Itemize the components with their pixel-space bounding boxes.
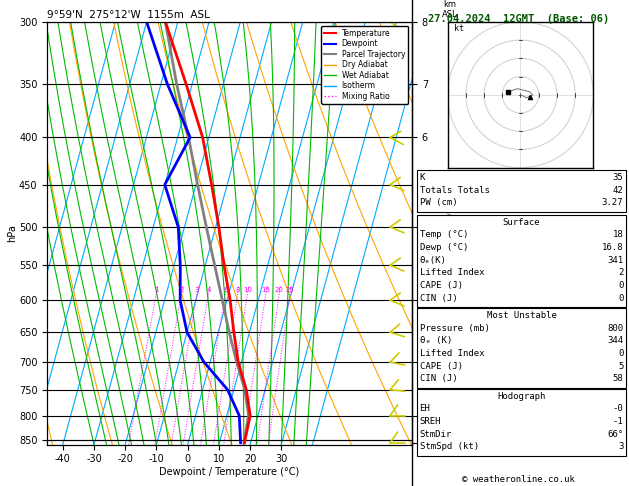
Text: Temp (°C): Temp (°C) — [420, 230, 468, 240]
Text: 42: 42 — [613, 186, 623, 195]
Text: CIN (J): CIN (J) — [420, 374, 457, 383]
Text: 800: 800 — [607, 324, 623, 333]
Text: θₑ(K): θₑ(K) — [420, 256, 447, 265]
Text: 344: 344 — [607, 336, 623, 346]
Text: CAPE (J): CAPE (J) — [420, 362, 462, 371]
Text: 341: 341 — [607, 256, 623, 265]
Text: EH: EH — [420, 404, 430, 414]
Text: -1: -1 — [613, 417, 623, 426]
Text: 25: 25 — [286, 287, 294, 294]
Text: 3: 3 — [195, 287, 199, 294]
Text: θₑ (K): θₑ (K) — [420, 336, 452, 346]
Text: Lifted Index: Lifted Index — [420, 349, 484, 358]
Text: PW (cm): PW (cm) — [420, 198, 457, 208]
Text: 1: 1 — [154, 287, 159, 294]
Text: 18: 18 — [613, 230, 623, 240]
Text: 9°59'N  275°12'W  1155m  ASL: 9°59'N 275°12'W 1155m ASL — [47, 10, 210, 20]
Text: K: K — [420, 173, 425, 182]
Text: © weatheronline.co.uk: © weatheronline.co.uk — [462, 474, 576, 484]
Text: 58: 58 — [613, 374, 623, 383]
Text: 0: 0 — [618, 294, 623, 303]
Text: Dewp (°C): Dewp (°C) — [420, 243, 468, 252]
Text: 27.04.2024  12GMT  (Base: 06): 27.04.2024 12GMT (Base: 06) — [428, 14, 610, 24]
Text: km
ASL: km ASL — [442, 0, 457, 19]
Text: StmDir: StmDir — [420, 430, 452, 439]
Text: 5: 5 — [618, 362, 623, 371]
Text: Surface: Surface — [503, 218, 540, 227]
Text: 10: 10 — [243, 287, 252, 294]
Text: 2: 2 — [179, 287, 184, 294]
Text: 35: 35 — [613, 173, 623, 182]
Text: 16.8: 16.8 — [602, 243, 623, 252]
Text: 3.27: 3.27 — [602, 198, 623, 208]
Text: -0: -0 — [613, 404, 623, 414]
Text: 4: 4 — [206, 287, 211, 294]
Text: Pressure (mb): Pressure (mb) — [420, 324, 489, 333]
Text: 20: 20 — [275, 287, 284, 294]
Y-axis label: hPa: hPa — [8, 225, 18, 242]
Text: Most Unstable: Most Unstable — [486, 311, 557, 320]
Text: CAPE (J): CAPE (J) — [420, 281, 462, 290]
Text: 0: 0 — [618, 349, 623, 358]
Text: Lifted Index: Lifted Index — [420, 268, 484, 278]
Text: CIN (J): CIN (J) — [420, 294, 457, 303]
Y-axis label: Mixing Ratio (g/kg): Mixing Ratio (g/kg) — [443, 187, 454, 279]
Text: 3: 3 — [618, 442, 623, 451]
Text: StmSpd (kt): StmSpd (kt) — [420, 442, 479, 451]
Legend: Temperature, Dewpoint, Parcel Trajectory, Dry Adiabat, Wet Adiabat, Isotherm, Mi: Temperature, Dewpoint, Parcel Trajectory… — [321, 26, 408, 104]
Text: kt: kt — [454, 24, 464, 33]
Text: Totals Totals: Totals Totals — [420, 186, 489, 195]
Text: 8: 8 — [235, 287, 240, 294]
Text: 15: 15 — [262, 287, 270, 294]
X-axis label: Dewpoint / Temperature (°C): Dewpoint / Temperature (°C) — [160, 467, 299, 477]
Text: Hodograph: Hodograph — [498, 392, 545, 401]
Text: 2: 2 — [618, 268, 623, 278]
Text: SREH: SREH — [420, 417, 441, 426]
Text: 66°: 66° — [607, 430, 623, 439]
Text: 0: 0 — [618, 281, 623, 290]
Text: 6: 6 — [223, 287, 228, 294]
